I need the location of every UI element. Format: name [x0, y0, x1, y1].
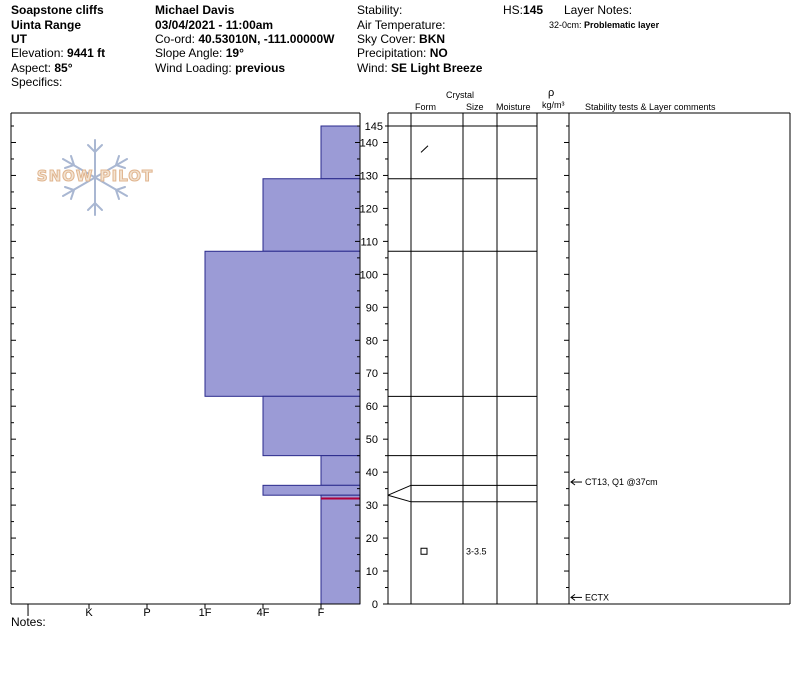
hardness-layer-bar — [320, 125, 361, 180]
depth-label: 40 — [366, 467, 378, 479]
depth-label: 90 — [366, 302, 378, 314]
logo-text: SNOW PILOT — [36, 167, 154, 186]
hardness-layer-bar — [204, 250, 361, 397]
hardness-layer-bar — [262, 178, 361, 252]
hardness-label: F — [318, 607, 325, 619]
observation-datetime: 03/04/2021 - 11:00am — [155, 18, 274, 32]
test-arrow-head — [570, 594, 576, 601]
density-symbol: ρ — [548, 87, 555, 99]
wind-loading: Wind Loading: previous — [155, 61, 286, 75]
crystal-header: Crystal — [446, 90, 475, 100]
sky-cover: Sky Cover: BKN — [357, 32, 446, 46]
hardness-layer-bar — [320, 494, 361, 605]
depth-label: 70 — [366, 368, 378, 380]
depth-label: 120 — [360, 203, 378, 215]
depth-label-top: 145 — [365, 121, 383, 133]
hardness-layer-bar — [320, 455, 361, 486]
state: UT — [11, 32, 27, 46]
elevation: Elevation: 9441 ft — [11, 46, 106, 60]
crystal-form-symbol — [420, 145, 429, 153]
stability-tests-header: Stability tests & Layer comments — [585, 102, 716, 112]
precipitation: Precipitation: NO — [357, 46, 448, 60]
moisture-header: Moisture — [496, 102, 531, 112]
depth-label: 50 — [366, 434, 378, 446]
hardness-layer-bar — [262, 484, 361, 496]
hardness-label: 1F — [199, 607, 212, 619]
wind: Wind: SE Light Breeze — [357, 61, 483, 75]
depth-label: 100 — [360, 269, 378, 281]
hardness-label: K — [85, 607, 93, 619]
crystal-form-symbol — [420, 547, 428, 555]
depth-label: 10 — [366, 566, 378, 578]
depth-label: 110 — [360, 236, 378, 248]
form-header: Form — [415, 102, 436, 112]
layer-table: 3-3.5 CT13, Q1 @37cm ECTX — [387, 112, 791, 605]
air-temperature-label: Air Temperature: — [357, 18, 446, 32]
layer-notes-label: Layer Notes: — [564, 3, 633, 17]
depth-axis: 0 10 20 30 40 50 60 70 80 90 100 110 120 130 140 145 — [360, 113, 389, 611]
coordinates: Co-ord: 40.53010N, -111.00000W — [155, 32, 335, 46]
size-header: Size — [466, 102, 484, 112]
aspect: Aspect: 85° — [11, 61, 73, 75]
hardness-label: P — [143, 607, 150, 619]
chart-frame — [10, 112, 361, 605]
location-name: Soapstone cliffs — [11, 3, 104, 17]
depth-label: 30 — [366, 500, 378, 512]
depth-label: 140 — [360, 137, 378, 149]
hardness-axis: I K P 1F 4F F — [26, 604, 325, 619]
snowpilot-logo: SNOW PILOT — [30, 135, 160, 220]
stability-test-label: CT13, Q1 @37cm — [585, 477, 658, 487]
slope-angle: Slope Angle: 19° — [155, 46, 244, 60]
layer-note: 32-0cm: Problematic layer — [549, 20, 660, 30]
snowflake-icon — [62, 139, 128, 216]
hardness-layer-bar — [262, 395, 361, 457]
boundary-connector — [387, 484, 412, 496]
hardness-profile — [204, 125, 361, 605]
depth-label: 20 — [366, 533, 378, 545]
hardness-label: 4F — [257, 607, 270, 619]
boundary-connector — [387, 494, 412, 503]
depth-label: 60 — [366, 401, 378, 413]
hs-value: HS:145 — [503, 3, 544, 17]
test-arrow-head — [570, 478, 576, 486]
depth-label: 130 — [360, 170, 378, 182]
stability-test-label: ECTX — [585, 592, 609, 602]
range-name: Uinta Range — [11, 18, 82, 32]
density-unit: kg/m³ — [542, 100, 565, 110]
specifics-label: Specifics: — [11, 75, 63, 89]
depth-label: 80 — [366, 335, 378, 347]
observer-name: Michael Davis — [155, 3, 235, 17]
depth-label: 0 — [372, 599, 378, 611]
notes-label: Notes: — [11, 615, 46, 629]
stability-label: Stability: — [357, 3, 403, 17]
crystal-size-value: 3-3.5 — [466, 546, 487, 556]
hardness-label: I — [26, 607, 29, 619]
